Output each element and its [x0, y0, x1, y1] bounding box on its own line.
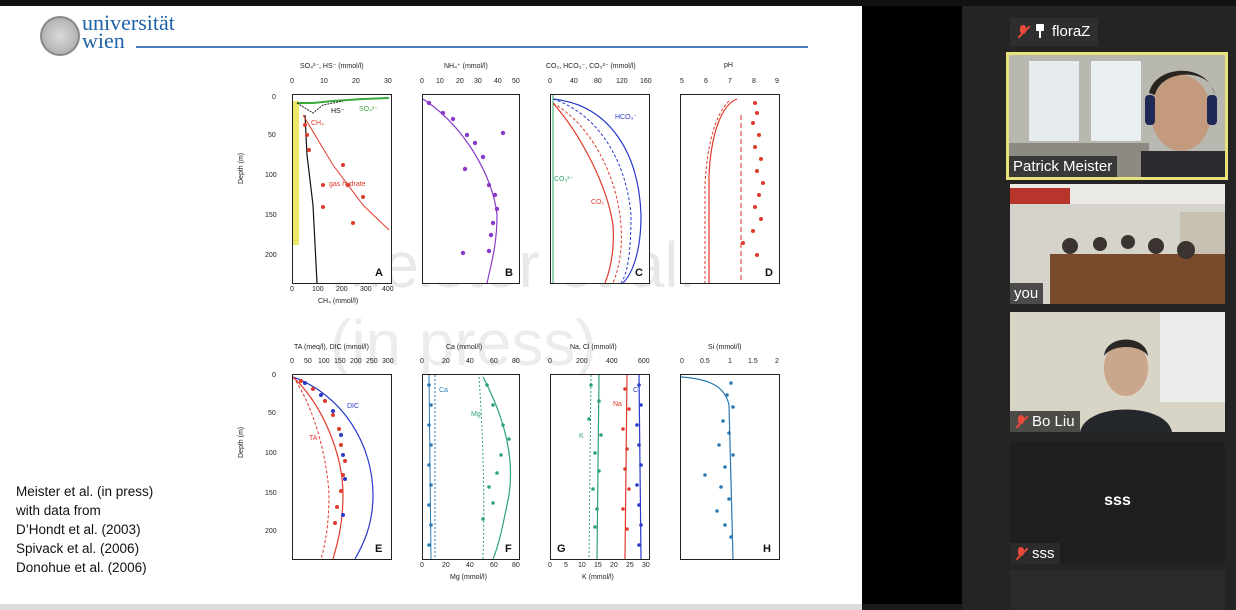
panel-letter: H: [763, 543, 771, 555]
panel-e-plot: [292, 376, 374, 560]
participant-name: Patrick Meister: [1009, 156, 1118, 177]
university-logo: universität wien: [82, 10, 175, 53]
panel-letter: F: [505, 543, 512, 555]
panel-h-plot: [680, 376, 735, 560]
panel-d-plot: [704, 98, 765, 283]
pin-icon: [1034, 24, 1046, 38]
panel-a-top-title: SO₄²⁻, HS⁻ (mmol/l): [300, 63, 364, 70]
university-seal-icon: [40, 16, 80, 56]
participant-name: you: [1010, 283, 1044, 304]
video-feed: [1010, 184, 1225, 304]
share-gap: [862, 6, 962, 604]
panel-h-top-title: Si (mmol/l): [708, 344, 742, 351]
shared-slide: universität wien Meister et al. (in pres…: [0, 6, 862, 604]
video-tile-bo-liu[interactable]: Bo Liu: [1010, 312, 1225, 432]
slide-toolbar: [0, 604, 862, 610]
window-top-bar: [0, 0, 1236, 6]
participant-avatar-name: sss: [1104, 492, 1131, 509]
panel-letter: D: [765, 267, 773, 279]
citation-line: with data from: [16, 503, 101, 518]
panel-b-top-title: NH₄⁺ (mmol/l): [444, 63, 488, 70]
participant-name: sss: [1010, 543, 1060, 564]
panel-letter: E: [375, 543, 383, 555]
watermark: (in press): [330, 307, 597, 379]
video-tile-sss[interactable]: sss sss: [1010, 442, 1225, 564]
gallery-next-tile: [1010, 570, 1225, 610]
participant-name: Bo Liu: [1010, 411, 1080, 432]
panel-g-plot: [587, 374, 643, 560]
panel-d-top-title: pH: [724, 62, 733, 69]
panel-e-top-title: TA (meq/l), DIC (mmol/l): [294, 344, 369, 351]
header-rule: [136, 46, 808, 48]
mic-muted-icon: [1016, 24, 1030, 38]
figure-panel-e: E DIC TA: [292, 374, 392, 560]
panel-b-plot: [422, 98, 506, 284]
panel-letter: C: [635, 267, 643, 279]
panel-f-bottom-title: Mg (mmol/l): [450, 574, 487, 581]
panel-f-plot: [427, 374, 512, 560]
figure-panel-f: F Ca Mg: [422, 374, 520, 560]
figure-panel-a: A HS⁻ SO₄²⁻ CH₄ gas hydrate: [292, 94, 392, 284]
video-tile-patrick-meister[interactable]: Patrick Meister: [1006, 52, 1228, 180]
citation-line: Meister et al. (in press): [16, 484, 154, 499]
figure-panel-h: H: [680, 374, 780, 560]
participant-floraz-header[interactable]: floraZ: [1010, 18, 1099, 46]
figure-panel-d: D: [680, 94, 780, 284]
panel-a-plot: [293, 97, 390, 284]
figure-panel-c: C HCO₃⁻ CO₃²⁻ CO₂: [550, 94, 650, 284]
mic-muted-icon: [1014, 414, 1028, 428]
figure-panel-b: B: [422, 94, 520, 284]
participant-gallery: floraZ Patrick Meister: [962, 6, 1236, 610]
panel-letter: G: [557, 543, 566, 555]
panel-f-top-title: Ca (mmol/l): [446, 344, 483, 351]
depth-axis-label: Depth (m): [238, 152, 245, 184]
citation-line: Spivack et al. (2006): [16, 541, 140, 556]
panel-g-bottom-title: K (mmol/l): [582, 574, 614, 581]
panel-a-bottom-title: CH₄ (mmol/l): [318, 298, 359, 305]
figure-panel-g: G Cl Na K: [550, 374, 650, 560]
citation-block: Meister et al. (in press) with data from…: [16, 482, 153, 577]
panel-c-top-title: CO₂, HCO₃⁻, CO₃²⁻ (mmol/l): [546, 63, 636, 70]
depth-axis-label: Depth (m): [238, 426, 245, 458]
mic-muted-icon: [1014, 546, 1028, 560]
citation-line: Donohue et al. (2006): [16, 560, 147, 575]
panel-g-top-title: Na, Cl (mmol/l): [570, 344, 617, 351]
participant-name: floraZ: [1052, 23, 1091, 40]
panel-letter: A: [375, 267, 383, 279]
panel-c-plot: [552, 95, 642, 284]
panel-letter: B: [505, 267, 513, 279]
video-tile-you[interactable]: you: [1010, 184, 1225, 304]
citation-line: D’Hondt et al. (2003): [16, 522, 141, 537]
